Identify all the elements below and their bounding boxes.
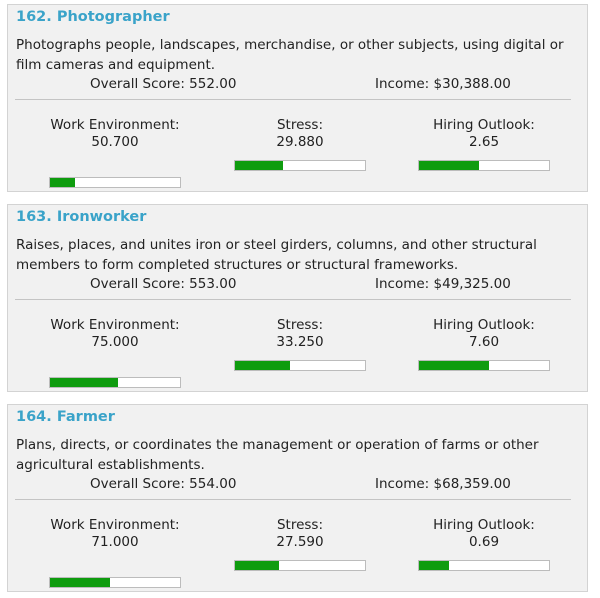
job-title-link[interactable]: 163. Ironworker (16, 209, 147, 225)
stress-value: 33.250 (276, 334, 324, 350)
divider (15, 499, 571, 500)
work-environment-bar (49, 377, 181, 388)
stress-metric: Stress: 33.250 (234, 317, 366, 371)
job-card: 163. Ironworker Raises, places, and unit… (7, 204, 588, 392)
work-environment-value: 71.000 (91, 534, 139, 550)
hiring-outlook-metric: Hiring Outlook: 7.60 (418, 317, 550, 371)
job-description: Raises, places, and unites iron or steel… (16, 237, 537, 273)
overall-score: Overall Score: 554.00 (90, 476, 237, 492)
income: Income: $30,388.00 (375, 76, 511, 92)
hiring-outlook-label: Hiring Outlook: (433, 117, 535, 133)
hiring-outlook-label: Hiring Outlook: (433, 317, 535, 333)
hiring-outlook-label: Hiring Outlook: (433, 517, 535, 533)
work-environment-metric: Work Environment: 50.700 (49, 117, 181, 188)
job-description: Plans, directs, or coordinates the manag… (16, 437, 539, 473)
hiring-outlook-bar-fill (419, 361, 490, 370)
hiring-outlook-bar (418, 560, 550, 571)
job-description: Photographs people, landscapes, merchand… (16, 37, 564, 73)
divider (15, 299, 571, 300)
work-environment-bar-fill (50, 378, 118, 387)
income: Income: $68,359.00 (375, 476, 511, 492)
hiring-outlook-bar (418, 360, 550, 371)
hiring-outlook-bar (418, 160, 550, 171)
stress-value: 27.590 (276, 534, 324, 550)
overall-score: Overall Score: 553.00 (90, 276, 237, 292)
stress-label: Stress: (276, 517, 324, 533)
work-environment-bar (49, 177, 181, 188)
job-title-link[interactable]: 164. Farmer (16, 409, 115, 425)
stress-label: Stress: (276, 117, 324, 133)
stress-bar (234, 360, 366, 371)
income: Income: $49,325.00 (375, 276, 511, 292)
stress-bar-fill (235, 361, 290, 370)
stress-metric: Stress: 27.590 (234, 517, 366, 571)
hiring-outlook-metric: Hiring Outlook: 2.65 (418, 117, 550, 171)
work-environment-value: 50.700 (91, 134, 139, 150)
work-environment-metric: Work Environment: 71.000 (49, 517, 181, 588)
work-environment-label: Work Environment: (50, 517, 180, 533)
hiring-outlook-value: 7.60 (468, 334, 500, 350)
stress-bar-fill (235, 161, 284, 170)
stress-bar-fill (235, 561, 280, 570)
job-card: 164. Farmer Plans, directs, or coordinat… (7, 404, 588, 592)
hiring-outlook-bar-fill (419, 161, 479, 170)
work-environment-value: 75.000 (91, 334, 139, 350)
divider (15, 99, 571, 100)
job-card: 162. Photographer Photographs people, la… (7, 4, 588, 192)
hiring-outlook-bar-fill (419, 561, 449, 570)
work-environment-label: Work Environment: (50, 117, 180, 133)
job-title-link[interactable]: 162. Photographer (16, 9, 170, 25)
work-environment-bar-fill (50, 578, 110, 587)
stress-metric: Stress: 29.880 (234, 117, 366, 171)
stress-bar (234, 160, 366, 171)
hiring-outlook-metric: Hiring Outlook: 0.69 (418, 517, 550, 571)
work-environment-metric: Work Environment: 75.000 (49, 317, 181, 388)
stress-value: 29.880 (276, 134, 324, 150)
work-environment-bar-fill (50, 178, 75, 187)
stress-bar (234, 560, 366, 571)
overall-score: Overall Score: 552.00 (90, 76, 237, 92)
work-environment-label: Work Environment: (50, 317, 180, 333)
hiring-outlook-value: 2.65 (468, 134, 500, 150)
work-environment-bar (49, 577, 181, 588)
hiring-outlook-value: 0.69 (468, 534, 500, 550)
stress-label: Stress: (276, 317, 324, 333)
